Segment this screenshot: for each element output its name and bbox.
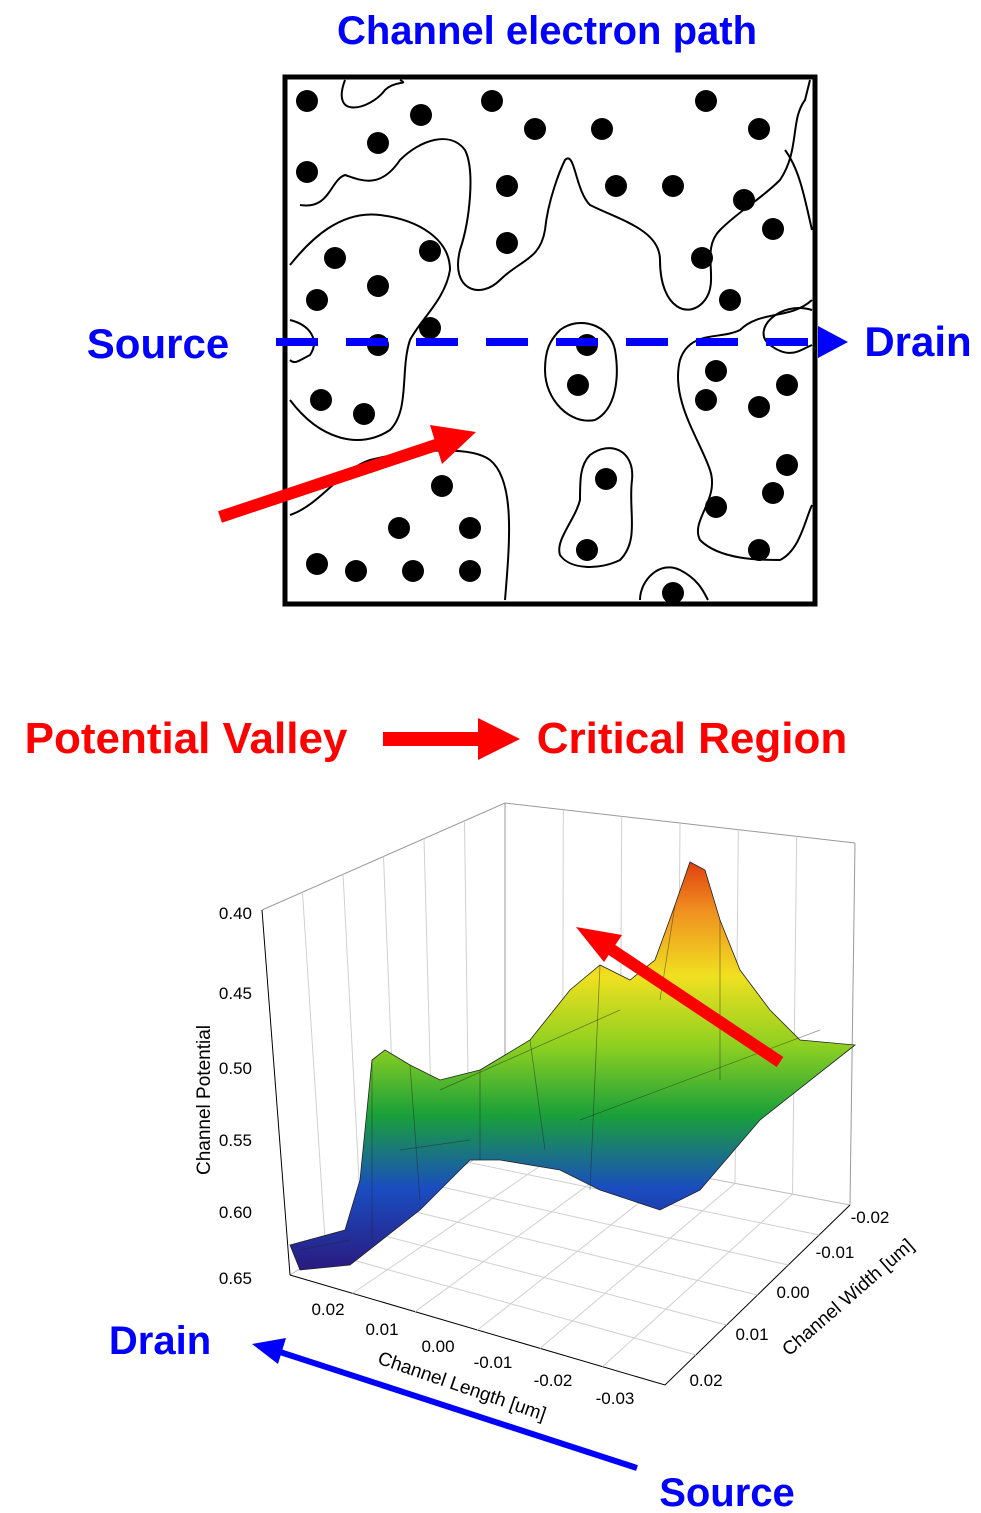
bottom-drain: Drain [109,1319,211,1363]
figure: Channel electron path Source Drain Poten… [0,0,981,1513]
dot [748,118,770,140]
dot [296,90,318,112]
dot [662,175,684,197]
z-tick-label: 0.60 [219,1203,252,1222]
dot [306,553,328,575]
dot [695,90,717,112]
dot [459,560,481,582]
dot [367,275,389,297]
dot [402,560,424,582]
dot [776,454,798,476]
dot [776,374,798,396]
grid-line [793,836,797,1194]
dot [733,189,755,211]
potential-surface [290,862,855,1270]
x-tick-label: 0.02 [311,1300,344,1319]
z-axis-label: Channel Potential [194,1025,215,1175]
dot [605,175,627,197]
grid-line [303,892,326,1252]
x-tick-label: -0.01 [474,1353,513,1372]
x-tick-label: -0.03 [596,1389,635,1408]
grid-line [540,1183,735,1348]
y-tick-label: 0.00 [776,1283,809,1302]
dot [595,468,617,490]
x-tick-label: -0.02 [534,1371,573,1390]
caption-right: Critical Region [537,714,848,763]
dot [431,475,453,497]
dot [691,247,713,269]
dot [496,232,518,254]
dot [762,482,784,504]
dot [524,118,546,140]
grid-line [433,1185,788,1265]
source-label: Source [87,320,229,367]
dot [748,396,770,418]
caption-left: Potential Valley [25,714,348,763]
drain-label: Drain [864,318,971,365]
z-tick-label: 0.45 [219,984,252,1003]
caption-arrowhead [478,718,520,760]
y-tick-label: -0.01 [816,1243,855,1262]
dot [762,218,784,240]
dot [353,403,375,425]
bottom-arrow [280,1352,637,1468]
dot [695,389,717,411]
dot [419,240,441,262]
dot [719,289,741,311]
dot [662,582,684,604]
z-tick-label: 0.55 [219,1131,252,1150]
dot [367,132,389,154]
dot [576,539,598,561]
dot [591,118,613,140]
panel-title: Channel electron path [337,9,757,53]
grid-line [343,874,362,1230]
dot [567,374,589,396]
dot [481,90,503,112]
path-arrowhead [818,326,848,358]
dot [324,247,346,269]
dot [410,104,432,126]
dot [310,389,332,411]
y-tick-label: 0.01 [735,1325,768,1344]
dot [459,517,481,539]
z-tick-label: 0.50 [219,1059,252,1078]
dot [748,539,770,561]
dot [705,496,727,518]
bottom-arrowhead [252,1338,286,1364]
z-tick-label: 0.40 [219,904,252,923]
dot [388,517,410,539]
x-tick-label: 0.01 [365,1320,398,1339]
bottom-source: Source [659,1471,795,1513]
dot [306,289,328,311]
dot [296,161,318,183]
dot [419,317,441,339]
y-tick-label: 0.02 [689,1371,722,1390]
y-tick-label: -0.02 [851,1208,890,1227]
z-tick-label: 0.65 [219,1269,252,1288]
caption-arrow [383,732,481,746]
dot [496,175,518,197]
dot [705,360,727,382]
dot [345,560,367,582]
x-tick-label: 0.00 [421,1337,454,1356]
